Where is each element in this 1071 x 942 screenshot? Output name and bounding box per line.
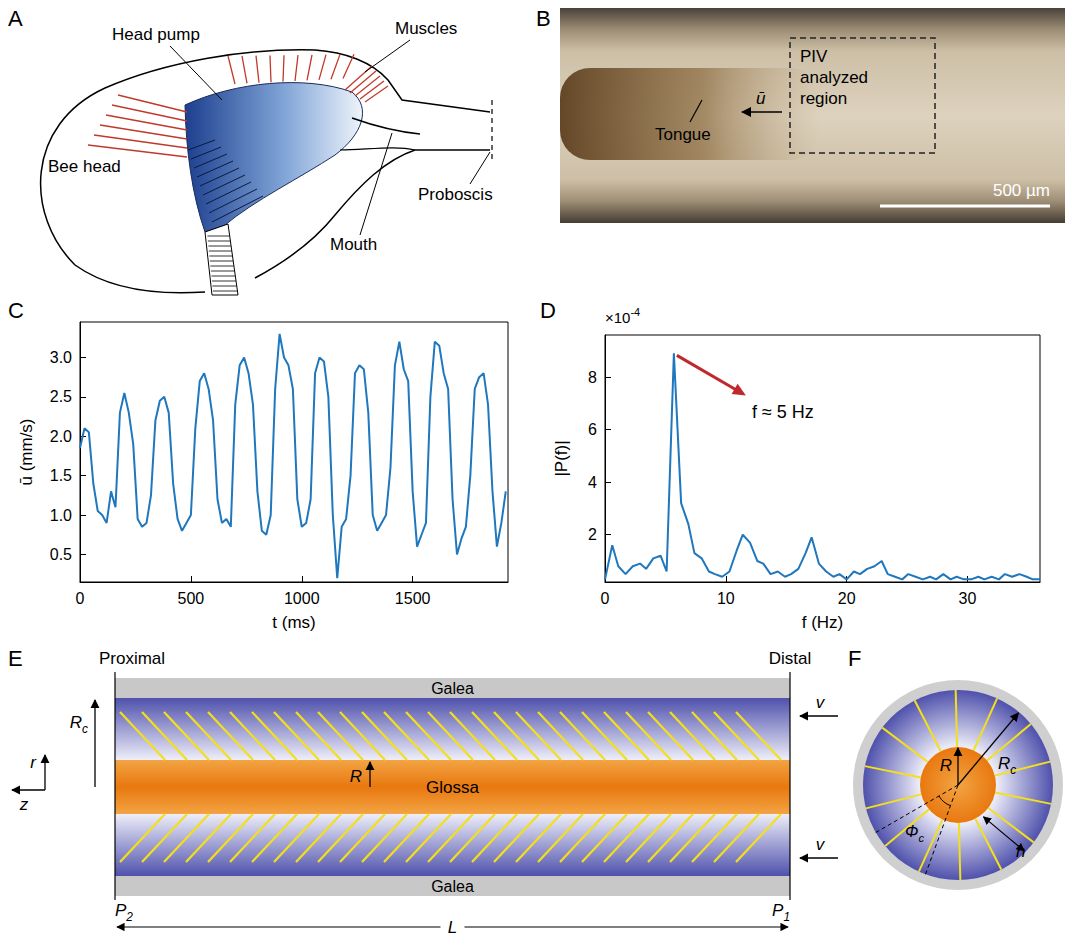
svg-text:10: 10 [717,590,735,607]
svg-text:Rc: Rc [70,713,88,736]
svg-text:30: 30 [959,590,977,607]
svg-text:B: B [536,6,551,31]
svg-text:8: 8 [588,369,597,386]
svg-text:Muscles: Muscles [395,19,457,38]
svg-text:Bee head: Bee head [48,157,121,176]
svg-text:L: L [448,918,457,937]
svg-text:1.5: 1.5 [50,467,72,484]
svg-text:1000: 1000 [284,590,320,607]
svg-text:R: R [350,767,362,786]
svg-text:z: z [19,795,29,814]
svg-text:0.5: 0.5 [50,546,72,563]
svg-text:R: R [940,756,952,775]
svg-text:2.5: 2.5 [50,388,72,405]
svg-text:Glossa: Glossa [426,778,479,797]
svg-text:2.0: 2.0 [50,428,72,445]
svg-text:4: 4 [588,474,597,491]
svg-text:t (ms): t (ms) [272,613,315,632]
svg-text:v: v [816,835,826,854]
svg-text:0: 0 [76,590,85,607]
svg-text:×10: ×10 [605,309,630,326]
svg-text:v: v [816,693,826,712]
svg-text:f (Hz): f (Hz) [802,613,844,632]
svg-text:h: h [1016,842,1025,861]
svg-text:Mouth: Mouth [330,235,377,254]
svg-text:A: A [8,6,23,31]
svg-text:20: 20 [838,590,856,607]
svg-text:500: 500 [178,590,205,607]
svg-text:3.0: 3.0 [50,349,72,366]
svg-text:region: region [800,89,847,108]
svg-text:6: 6 [588,421,597,438]
svg-text:analyzed: analyzed [800,68,868,87]
svg-text:P2: P2 [115,901,133,924]
svg-text:f ≈ 5 Hz: f ≈ 5 Hz [752,402,814,422]
svg-text:ū (mm/s): ū (mm/s) [17,418,36,485]
svg-text:Distal: Distal [769,649,812,668]
svg-text:2: 2 [588,526,597,543]
svg-text:500 µm: 500 µm [993,181,1050,200]
svg-text:1500: 1500 [395,590,431,607]
svg-text:PIV: PIV [800,47,828,66]
svg-text:ū: ū [756,89,766,108]
svg-text:D: D [540,298,556,323]
svg-text:Proximal: Proximal [99,649,165,668]
svg-text:1.0: 1.0 [50,507,72,524]
svg-text:P1: P1 [772,901,790,924]
svg-text:Rc: Rc [998,754,1016,777]
svg-text:F: F [848,646,861,671]
svg-text:Galea: Galea [431,878,474,895]
svg-text:Tongue: Tongue [655,125,711,144]
svg-text:r: r [30,753,37,772]
svg-text:Head pump: Head pump [112,25,200,44]
svg-text:Φc: Φc [905,823,924,844]
svg-text:Galea: Galea [431,680,474,697]
svg-text:C: C [8,298,24,323]
svg-text:|P(f)|: |P(f)| [552,440,571,476]
svg-text:0: 0 [601,590,610,607]
svg-text:Proboscis: Proboscis [418,185,493,204]
svg-text:E: E [8,646,23,671]
svg-text:-4: -4 [630,306,640,318]
